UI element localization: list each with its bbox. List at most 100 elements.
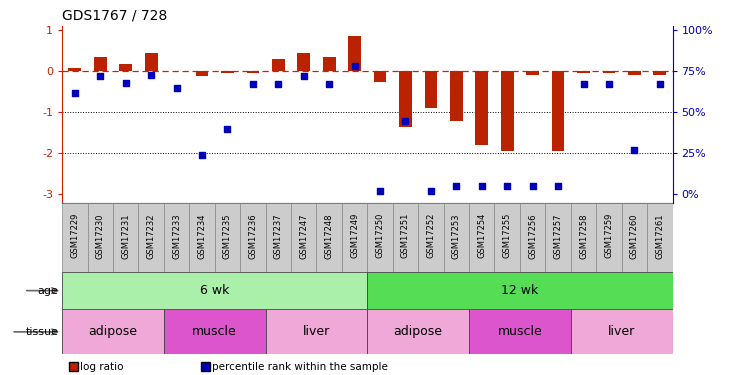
Bar xyxy=(520,202,545,272)
Text: GSM17229: GSM17229 xyxy=(70,213,80,258)
Bar xyxy=(189,202,215,272)
Text: GSM17256: GSM17256 xyxy=(528,213,537,258)
Text: adipose: adipose xyxy=(88,326,137,338)
Bar xyxy=(145,53,157,71)
Text: GSM17257: GSM17257 xyxy=(553,213,563,258)
Text: GSM17234: GSM17234 xyxy=(197,213,207,258)
Bar xyxy=(196,71,208,76)
Bar xyxy=(348,36,361,71)
Bar xyxy=(170,70,183,71)
Text: GSM17231: GSM17231 xyxy=(121,213,130,258)
Bar xyxy=(221,71,234,73)
Text: 6 wk: 6 wk xyxy=(200,284,230,297)
Bar xyxy=(545,202,571,272)
Point xyxy=(94,73,106,79)
Text: GSM17258: GSM17258 xyxy=(579,213,588,258)
Text: GDS1767 / 728: GDS1767 / 728 xyxy=(62,9,167,22)
Point xyxy=(349,63,360,69)
Bar xyxy=(374,71,387,82)
Text: GSM17259: GSM17259 xyxy=(605,213,613,258)
Text: GSM17232: GSM17232 xyxy=(147,213,156,258)
Bar xyxy=(596,202,621,272)
Text: adipose: adipose xyxy=(394,326,443,338)
Bar xyxy=(367,202,393,272)
Point xyxy=(120,80,132,86)
Bar xyxy=(602,71,616,74)
Bar xyxy=(240,202,265,272)
Point xyxy=(450,183,462,189)
Bar xyxy=(571,309,673,354)
Bar xyxy=(62,309,164,354)
Bar xyxy=(164,309,265,354)
Bar xyxy=(552,71,564,151)
Text: GSM17236: GSM17236 xyxy=(249,213,257,259)
Point xyxy=(221,126,233,132)
Bar xyxy=(298,53,310,71)
Text: GSM17237: GSM17237 xyxy=(274,213,283,259)
Point xyxy=(374,188,386,194)
Text: GSM17247: GSM17247 xyxy=(299,213,308,258)
Text: GSM17261: GSM17261 xyxy=(655,213,664,258)
Bar xyxy=(113,202,138,272)
Text: GSM17235: GSM17235 xyxy=(223,213,232,258)
Point xyxy=(603,81,615,87)
Text: GSM17250: GSM17250 xyxy=(376,213,385,258)
Bar xyxy=(621,202,647,272)
Bar xyxy=(317,202,342,272)
Bar xyxy=(215,202,240,272)
Bar xyxy=(119,64,132,71)
Text: GSM17230: GSM17230 xyxy=(96,213,105,258)
Point xyxy=(69,90,80,96)
Text: GSM17253: GSM17253 xyxy=(452,213,461,258)
Text: GSM17249: GSM17249 xyxy=(350,213,359,258)
Point xyxy=(476,183,488,189)
Point xyxy=(425,188,436,194)
Bar xyxy=(469,309,571,354)
Text: tissue: tissue xyxy=(26,327,58,337)
Bar xyxy=(393,202,418,272)
Point xyxy=(196,152,208,158)
Point xyxy=(247,81,259,87)
Point xyxy=(273,81,284,87)
Bar xyxy=(323,57,336,71)
Text: liver: liver xyxy=(608,326,635,338)
Bar xyxy=(367,309,469,354)
Bar xyxy=(342,202,367,272)
Bar xyxy=(265,202,291,272)
Bar xyxy=(291,202,317,272)
Point xyxy=(400,117,412,123)
Bar xyxy=(501,71,514,151)
Bar xyxy=(94,57,107,71)
Bar xyxy=(367,272,673,309)
Bar xyxy=(628,71,641,75)
Text: GSM17252: GSM17252 xyxy=(426,213,436,258)
Text: GSM17255: GSM17255 xyxy=(503,213,512,258)
Text: liver: liver xyxy=(303,326,330,338)
Point xyxy=(552,183,564,189)
Text: GSM17248: GSM17248 xyxy=(325,213,333,258)
Text: GSM17251: GSM17251 xyxy=(401,213,410,258)
Text: GSM17260: GSM17260 xyxy=(630,213,639,258)
Bar xyxy=(138,202,164,272)
Bar xyxy=(246,71,260,74)
Point xyxy=(171,85,183,91)
Text: muscle: muscle xyxy=(498,326,542,338)
Bar xyxy=(577,71,590,74)
Bar xyxy=(399,71,412,127)
Text: GSM17254: GSM17254 xyxy=(477,213,486,258)
Point xyxy=(654,81,666,87)
Bar xyxy=(69,69,81,71)
Point xyxy=(323,81,335,87)
Bar xyxy=(469,202,494,272)
Bar xyxy=(647,202,673,272)
Bar xyxy=(654,71,666,75)
Bar xyxy=(88,202,113,272)
Text: GSM17233: GSM17233 xyxy=(172,213,181,259)
Point xyxy=(145,72,157,78)
Bar xyxy=(475,71,488,145)
Bar xyxy=(62,202,88,272)
Text: muscle: muscle xyxy=(192,326,237,338)
Point xyxy=(577,81,589,87)
Text: percentile rank within the sample: percentile rank within the sample xyxy=(212,362,388,372)
Bar xyxy=(62,272,367,309)
